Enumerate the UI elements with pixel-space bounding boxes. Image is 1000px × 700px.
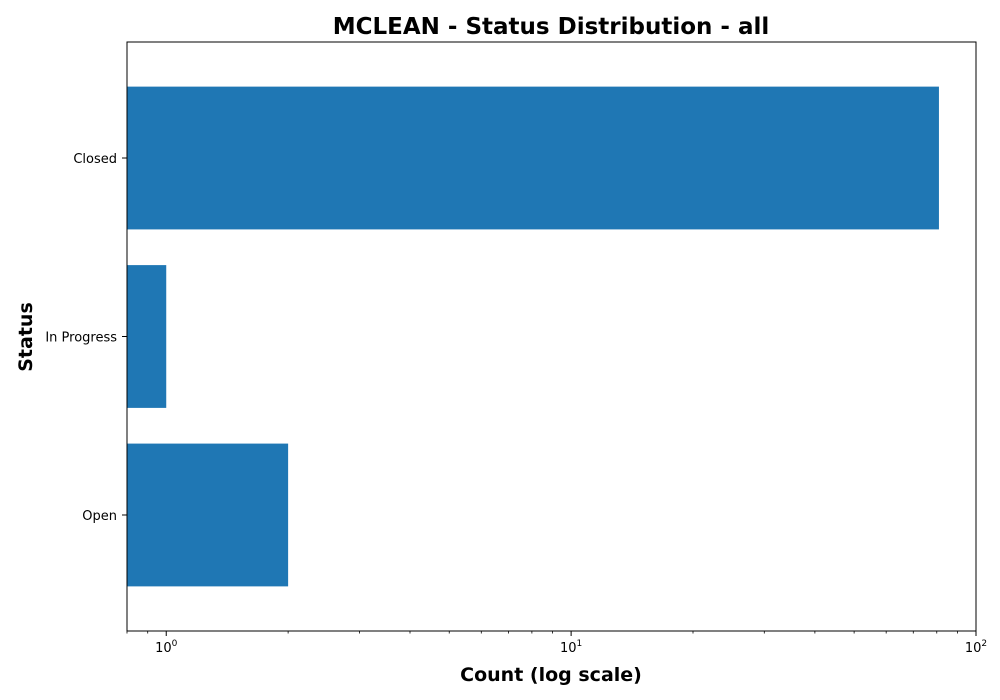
y-tick-label-in-progress: In Progress [45, 331, 117, 346]
x-tick-label-1: 101 [560, 639, 582, 656]
x-tick-label-2: 102 [965, 639, 987, 656]
y-axis-ticks: Closed In Progress Open [45, 152, 127, 524]
y-tick-label-closed: Closed [73, 152, 117, 167]
y-axis-label: Status [15, 302, 37, 372]
chart-title: MCLEAN - Status Distribution - all [333, 14, 770, 40]
bar-closed [127, 86, 939, 230]
bars-layer [127, 86, 939, 587]
x-axis-ticks: 100 101 102 [126, 631, 987, 656]
bar-open [127, 443, 289, 587]
bar-in-progress [127, 265, 167, 408]
x-axis-label: Count (log scale) [460, 664, 642, 686]
y-tick-label-open: Open [82, 509, 117, 524]
x-tick-label-0: 100 [155, 639, 178, 656]
